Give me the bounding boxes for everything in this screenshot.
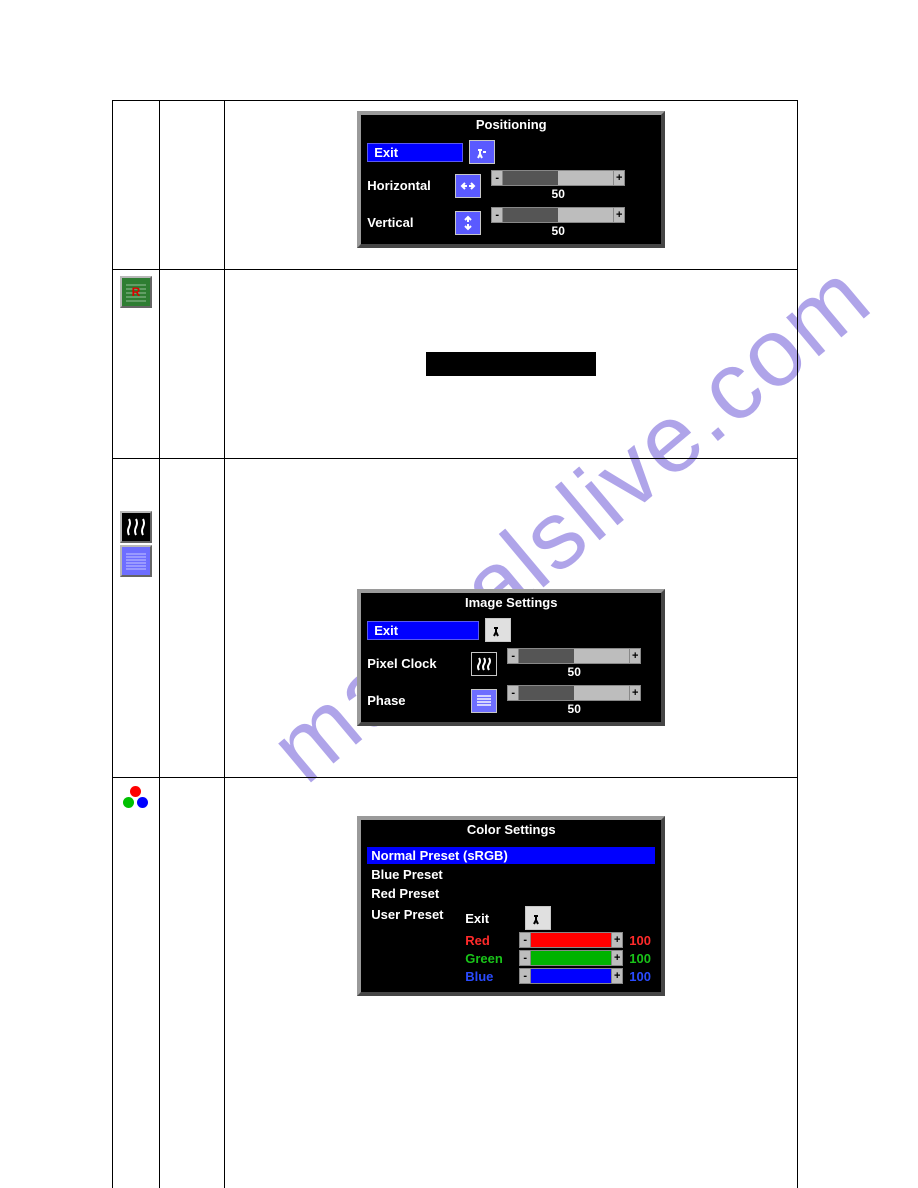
positioning-exit-row[interactable]: Exit <box>367 140 655 164</box>
minus-icon[interactable]: - <box>519 950 531 966</box>
cell-spacer-2 <box>159 270 225 459</box>
pixel-clock-slider[interactable]: - + 50 <box>507 648 641 679</box>
color-settings-osd: Color Settings Normal Preset (sRGB) Blue… <box>357 816 665 996</box>
plus-icon[interactable]: + <box>613 207 625 223</box>
cell-icon-image <box>113 459 160 778</box>
phase-row[interactable]: Phase - + 50 <box>367 685 655 716</box>
exit-icon <box>485 618 511 642</box>
cell-spacer-1 <box>159 101 225 270</box>
cell-icon-noise: R <box>113 270 160 459</box>
image-settings-osd: Image Settings Exit Pixel Clock - <box>357 589 665 726</box>
plus-icon[interactable]: + <box>629 685 641 701</box>
exit-button[interactable]: Exit <box>367 621 479 640</box>
image-exit-row[interactable]: Exit <box>367 618 655 642</box>
black-bar <box>426 352 596 376</box>
user-exit-row[interactable]: Exit <box>465 906 655 930</box>
pixel-clock-icon <box>120 511 152 543</box>
blue-value: 100 <box>629 969 655 984</box>
user-green-row[interactable]: Green - + 100 <box>465 950 655 966</box>
user-red-label: Red <box>465 933 519 948</box>
noise-icon: R <box>120 276 152 308</box>
preset-normal[interactable]: Normal Preset (sRGB) <box>367 847 655 864</box>
positioning-vertical-row[interactable]: Vertical - + 50 <box>367 207 655 238</box>
minus-icon[interactable]: - <box>507 685 519 701</box>
slider-track[interactable] <box>519 648 629 664</box>
minus-icon[interactable]: - <box>491 170 503 186</box>
rgb-dots-icon <box>121 786 151 812</box>
blue-slider[interactable]: - + <box>519 968 623 984</box>
cell-icon-positioning <box>113 101 160 270</box>
preset-user[interactable]: User Preset <box>367 906 465 984</box>
vertical-slider[interactable]: - + 50 <box>491 207 625 238</box>
cell-content-positioning: Positioning Exit Horizontal - <box>225 101 798 270</box>
plus-icon[interactable]: + <box>611 932 623 948</box>
vertical-value: 50 <box>552 224 565 238</box>
cell-content-bar <box>225 270 798 459</box>
user-exit-label: Exit <box>465 911 519 926</box>
slider-track[interactable] <box>519 685 629 701</box>
red-value: 100 <box>629 933 655 948</box>
pixel-clock-tile-icon <box>471 652 497 676</box>
green-value: 100 <box>629 951 655 966</box>
green-slider[interactable]: - + <box>519 950 623 966</box>
plus-icon[interactable]: + <box>613 170 625 186</box>
positioning-osd: Positioning Exit Horizontal - <box>357 111 665 248</box>
horizontal-value: 50 <box>552 187 565 201</box>
phase-tile-icon <box>471 689 497 713</box>
cell-content-color: Color Settings Normal Preset (sRGB) Blue… <box>225 778 798 1188</box>
pixel-clock-value: 50 <box>568 665 581 679</box>
pixel-clock-label: Pixel Clock <box>367 656 465 671</box>
red-slider[interactable]: - + <box>519 932 623 948</box>
user-blue-label: Blue <box>465 969 519 984</box>
user-red-row[interactable]: Red - + 100 <box>465 932 655 948</box>
vertical-label: Vertical <box>367 215 449 230</box>
horizontal-label: Horizontal <box>367 178 449 193</box>
slider-track[interactable] <box>503 207 613 223</box>
plus-icon[interactable]: + <box>611 950 623 966</box>
slider-track[interactable] <box>503 170 613 186</box>
user-green-label: Green <box>465 951 519 966</box>
cell-spacer-4 <box>159 778 225 1188</box>
preset-red[interactable]: Red Preset <box>367 885 655 902</box>
horizontal-slider[interactable]: - + 50 <box>491 170 625 201</box>
exit-button[interactable]: Exit <box>367 143 463 162</box>
minus-icon[interactable]: - <box>507 648 519 664</box>
cell-icon-color <box>113 778 160 1188</box>
svg-text:R: R <box>131 285 140 299</box>
minus-icon[interactable]: - <box>519 932 531 948</box>
layout-table: Positioning Exit Horizontal - <box>112 100 798 1188</box>
horizontal-arrows-icon <box>455 174 481 198</box>
phase-icon <box>120 545 152 577</box>
phase-value: 50 <box>568 702 581 716</box>
user-blue-row[interactable]: Blue - + 100 <box>465 968 655 984</box>
exit-icon <box>469 140 495 164</box>
phase-slider[interactable]: - + 50 <box>507 685 641 716</box>
exit-icon <box>525 906 551 930</box>
phase-label: Phase <box>367 693 465 708</box>
positioning-horizontal-row[interactable]: Horizontal - + 50 <box>367 170 655 201</box>
pixel-clock-row[interactable]: Pixel Clock - + 50 <box>367 648 655 679</box>
cell-spacer-3 <box>159 459 225 778</box>
minus-icon[interactable]: - <box>491 207 503 223</box>
preset-blue[interactable]: Blue Preset <box>367 866 655 883</box>
vertical-arrows-icon <box>455 211 481 235</box>
plus-icon[interactable]: + <box>611 968 623 984</box>
minus-icon[interactable]: - <box>519 968 531 984</box>
plus-icon[interactable]: + <box>629 648 641 664</box>
image-settings-title: Image Settings <box>361 593 661 614</box>
positioning-title: Positioning <box>361 115 661 136</box>
color-settings-title: Color Settings <box>361 820 661 841</box>
cell-content-image: Image Settings Exit Pixel Clock - <box>225 459 798 778</box>
